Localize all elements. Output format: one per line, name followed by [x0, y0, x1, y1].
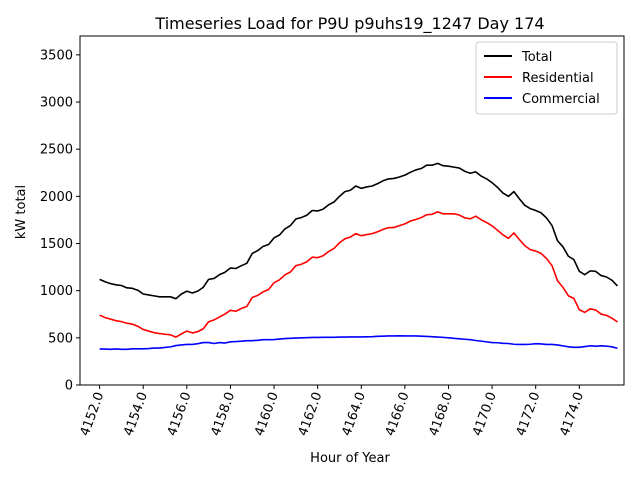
series-line-commercial: [99, 335, 618, 351]
y-tick-label: 2500: [40, 143, 73, 158]
y-tick-label: 3000: [40, 96, 73, 111]
y-tick-label: 0: [65, 379, 73, 394]
y-tick-label: 3500: [40, 48, 73, 63]
x-tick-label: 4168.0: [427, 390, 457, 438]
y-tick-label: 2000: [40, 190, 73, 205]
plot-area: [79, 35, 625, 386]
x-tick-label: 4160.0: [252, 390, 282, 438]
y-axis: 0 500 1000 1500 2000 2500 3000 3500: [40, 48, 80, 394]
x-tick-label: 4170.0: [470, 390, 500, 438]
plot-frame: [79, 35, 625, 386]
x-tick-label: 4152.0: [78, 390, 108, 438]
y-tick-label: 1500: [40, 237, 73, 252]
legend-label-residential: Residential: [522, 71, 594, 86]
legend-box: [475, 41, 618, 115]
legend-label-commercial: Commercial: [522, 92, 600, 107]
series-line-total: [99, 162, 619, 300]
x-tick-label: 4162.0: [296, 390, 326, 438]
x-tick-label: 4154.0: [121, 390, 151, 438]
series-line-residential: [99, 211, 618, 338]
x-tick-label: 4172.0: [514, 390, 544, 438]
x-tick-label: 4166.0: [383, 390, 413, 438]
legend: Total Residential Commercial: [475, 41, 618, 115]
y-axis-label: kW total: [14, 185, 29, 239]
chart-title: Timeseries Load for P9U p9uhs19_1247 Day…: [154, 14, 544, 34]
x-tick-label: 4174.0: [557, 390, 587, 438]
x-axis-label: Hour of Year: [310, 451, 390, 466]
y-tick-label: 1000: [40, 284, 73, 299]
x-axis: 4152.0 4154.0 4156.0 4158.0 4160.0 4162.0 4164…: [78, 385, 587, 438]
x-tick-label: 4164.0: [339, 390, 369, 438]
legend-label-total: Total: [521, 50, 552, 65]
y-tick-label: 500: [48, 331, 73, 346]
x-tick-label: 4156.0: [165, 390, 195, 438]
x-tick-label: 4158.0: [209, 390, 239, 438]
